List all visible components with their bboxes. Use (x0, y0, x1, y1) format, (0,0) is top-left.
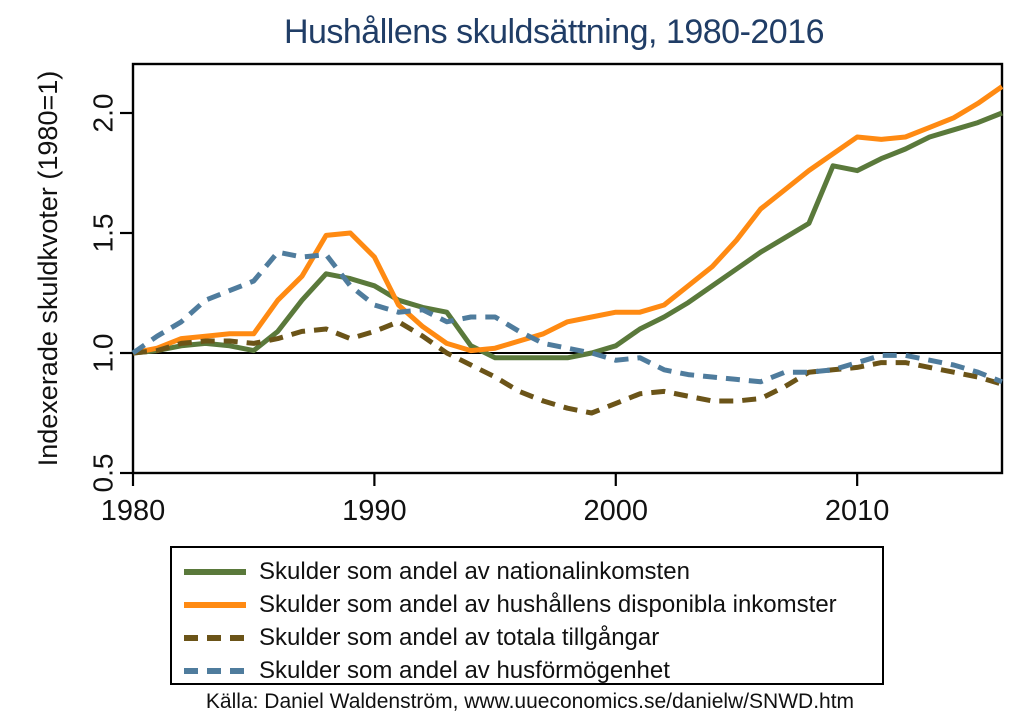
legend-item: Skulder som andel av hushållens disponib… (184, 588, 882, 621)
x-tick-label: 1980 (101, 495, 166, 527)
legend-swatch-brown-dashed (184, 634, 246, 641)
legend-swatch-green-solid (184, 568, 246, 575)
legend-label: Skulder som andel av nationalinkomsten (259, 558, 690, 585)
y-tick-label: 1.0 (88, 334, 119, 373)
legend-swatch-blue-dashed (184, 667, 246, 674)
y-tick-label: 1.5 (88, 214, 119, 253)
legend: Skulder som andel av nationalinkomsten S… (170, 546, 884, 685)
legend-label: Skulder som andel av totala tillgångar (259, 624, 660, 651)
legend-label: Skulder som andel av husförmögenhet (259, 657, 670, 684)
series-line-1 (132, 84, 1004, 356)
series-line-0 (132, 110, 1003, 361)
legend-item: Skulder som andel av totala tillgångar (184, 621, 882, 654)
chart-title: Hushållens skuldsättning, 1980-2016 (283, 13, 825, 51)
legend-item: Skulder som andel av husförmögenhet (184, 654, 882, 687)
y-tick-label: 2.0 (88, 94, 119, 133)
source-caption: Källa: Daniel Waldenström, www.uueconomi… (205, 690, 855, 713)
x-tick-label: 2010 (825, 495, 890, 527)
y-axis-title: Indexerade skuldkvoter (1980=1) (33, 71, 63, 467)
legend-label: Skulder som andel av hushållens disponib… (259, 591, 837, 618)
legend-swatch-orange-solid (184, 601, 246, 608)
plot-frame (131, 62, 1004, 475)
series-line-2 (132, 319, 1003, 416)
legend-item: Skulder som andel av nationalinkomsten (184, 555, 882, 588)
x-tick-label: 1990 (342, 495, 407, 527)
y-tick-label: 0.5 (88, 454, 119, 493)
x-tick-label: 2000 (584, 495, 649, 527)
